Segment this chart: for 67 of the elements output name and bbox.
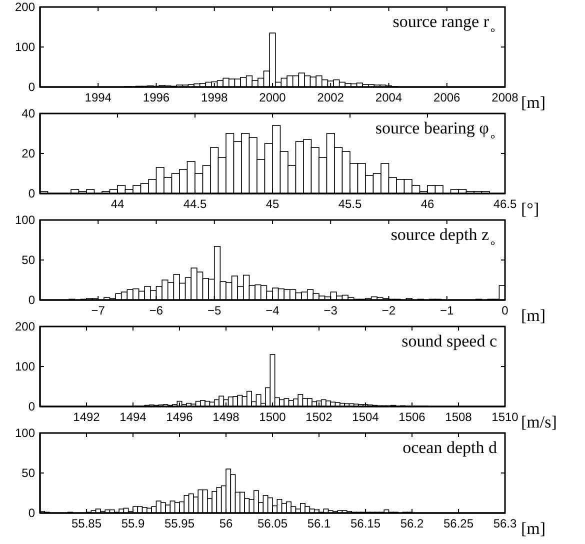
x-tick-label: 2006: [434, 90, 461, 105]
x-tick-label: 55.9: [121, 516, 145, 531]
x-tick-label: 56.15: [350, 516, 381, 531]
x-tick-label: −6: [149, 304, 164, 318]
x-tick-label: 1492: [73, 410, 100, 424]
y-tick-label: 100: [14, 426, 36, 440]
x-tick-label: 46: [420, 197, 434, 212]
y-tick-label: 0: [28, 80, 36, 94]
x-tick-label: 45.5: [338, 197, 362, 212]
y-tick-label: 20: [22, 146, 36, 160]
x-tick-label: 45: [266, 197, 280, 212]
y-tick-label: 0: [28, 292, 36, 307]
x-tick-label: 1500: [259, 410, 286, 424]
y-tick-label: 0: [28, 399, 36, 414]
x-tick-label: −2: [382, 304, 396, 318]
text: source range r$_{∘}$: [392, 12, 497, 37]
x-tick-label: 56.1: [307, 516, 331, 531]
x-tick-label: 0: [502, 304, 509, 318]
x-tick-label: 1510: [492, 410, 519, 424]
x-tick-label: −5: [208, 304, 222, 318]
x-tick-label: 46.5: [493, 197, 517, 212]
y-tick-label: 200: [14, 0, 36, 14]
x-tick-label: 44.5: [183, 197, 207, 212]
x-axis-title: [m]: [521, 519, 546, 538]
x-axis-title: [°]: [521, 200, 540, 218]
x-tick-label: 56.3: [493, 516, 517, 531]
x-tick-label: −7: [91, 304, 106, 318]
x-tick-label: 1998: [201, 90, 228, 105]
x-axis-title: [m]: [521, 306, 546, 325]
x-tick-label: 1498: [212, 410, 240, 424]
x-tick-label: 1506: [398, 410, 426, 424]
y-tick-label: 100: [14, 40, 36, 54]
x-axis-title: [m/s]: [521, 412, 557, 432]
y-tick-label: 50: [22, 466, 36, 480]
y-tick-label: 50: [22, 252, 36, 267]
x-tick-label: 1502: [306, 410, 333, 424]
y-tick-label: 100: [14, 212, 36, 227]
x-tick-label: 56.2: [400, 516, 424, 531]
text: source bearing φ$_{∘}$: [375, 118, 497, 144]
y-tick-label: 0: [28, 506, 36, 520]
x-tick-label: 1496: [166, 410, 194, 424]
chart-title: ocean depth d: [402, 438, 498, 457]
x-tick-label: 55.85: [71, 516, 102, 531]
y-tick-label: 100: [14, 359, 36, 374]
x-tick-label: 2008: [492, 90, 519, 105]
x-tick-label: 56.25: [443, 516, 474, 531]
x-tick-label: 2004: [375, 90, 402, 105]
y-tick-label: 0: [28, 186, 36, 200]
y-tick-label: 40: [22, 106, 36, 120]
chart-title: sound speed c: [402, 332, 498, 350]
x-tick-label: 1504: [352, 410, 380, 424]
x-tick-label: 44: [110, 197, 124, 212]
x-tick-label: 1994: [84, 90, 112, 105]
text: source depth z$_{∘}$: [390, 225, 497, 250]
x-tick-label: −1: [440, 304, 454, 318]
y-tick-label: 200: [14, 319, 36, 334]
x-tick-label: −3: [324, 304, 338, 318]
x-tick-label: −4: [266, 304, 280, 318]
x-tick-label: 1494: [120, 410, 147, 424]
x-tick-label: 1508: [445, 410, 472, 424]
x-tick-label: 56: [219, 516, 233, 531]
x-tick-label: 2000: [259, 90, 286, 105]
x-tick-label: 55.95: [164, 516, 195, 531]
x-tick-label: 56.05: [257, 516, 288, 531]
x-tick-label: 1996: [142, 90, 170, 105]
x-axis-title: [m]: [521, 93, 546, 112]
x-tick-label: 2002: [317, 90, 344, 105]
